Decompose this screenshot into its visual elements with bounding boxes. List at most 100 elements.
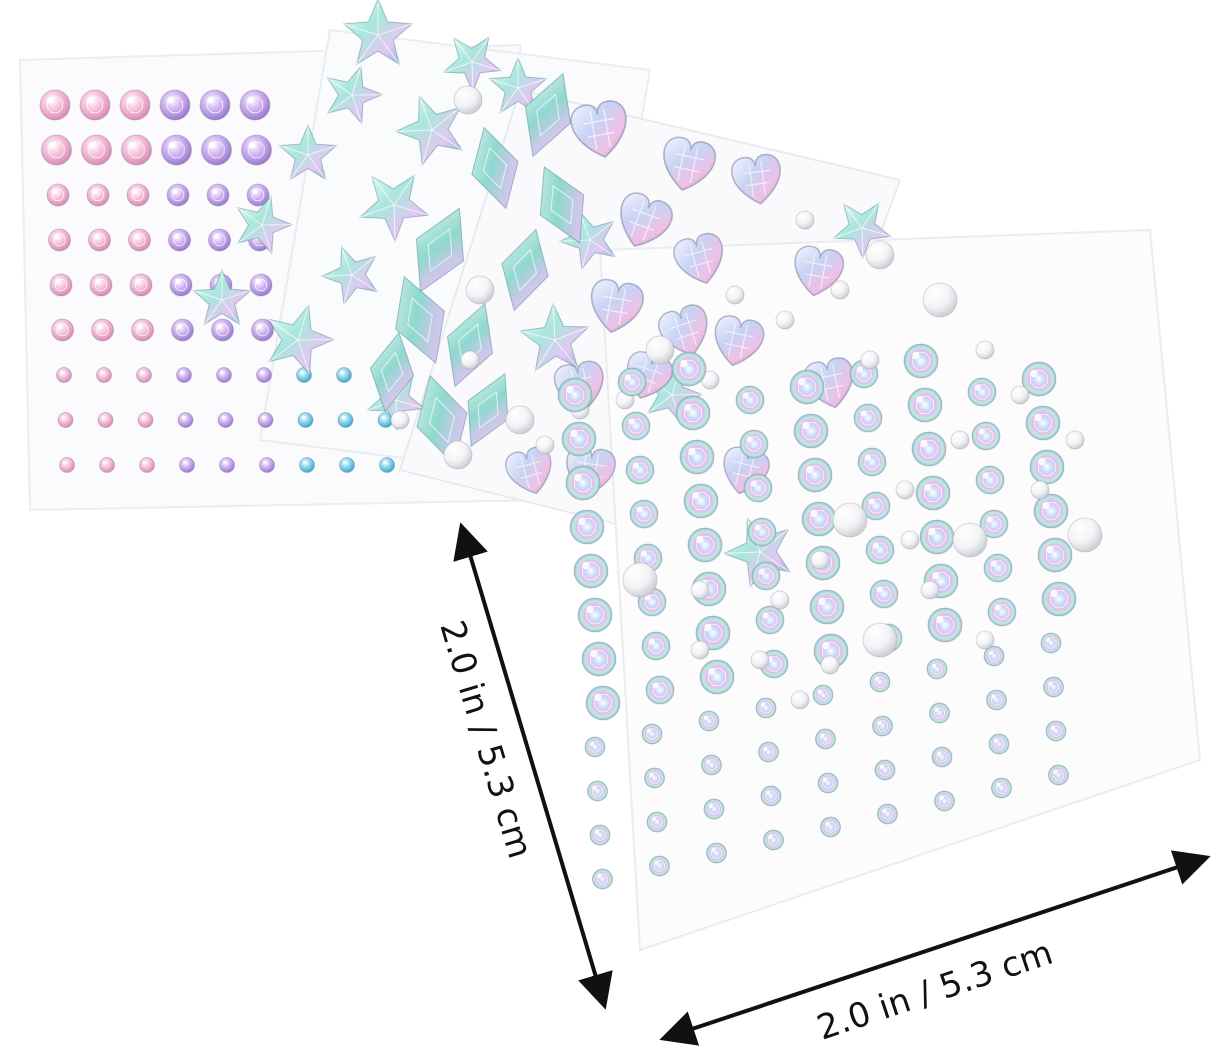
pink-rhinestone bbox=[126, 183, 150, 207]
rhombus-gem bbox=[467, 372, 509, 448]
violet-rhinestone bbox=[161, 134, 192, 166]
ab-rhinestone bbox=[1043, 676, 1064, 698]
pearl bbox=[900, 530, 920, 550]
ab-rhinestone bbox=[629, 499, 659, 529]
pearl bbox=[725, 285, 745, 305]
heart-gem bbox=[731, 153, 781, 205]
ab-rhinestone bbox=[809, 589, 845, 625]
violet-rhinestone bbox=[256, 367, 272, 383]
ab-rhinestone bbox=[983, 645, 1005, 667]
rhombus-gem bbox=[501, 228, 549, 312]
ab-rhinestone bbox=[865, 535, 895, 565]
pearl bbox=[790, 690, 810, 710]
rhombus-gem bbox=[471, 126, 519, 210]
ab-rhinestone bbox=[755, 605, 785, 635]
violet-rhinestone bbox=[219, 457, 235, 473]
star-gem bbox=[442, 36, 503, 94]
ab-rhinestone bbox=[683, 483, 719, 519]
aqua-rhinestone bbox=[297, 412, 314, 428]
violet-rhinestone bbox=[179, 457, 195, 473]
pearl bbox=[622, 562, 658, 598]
ab-rhinestone bbox=[703, 798, 725, 820]
violet-rhinestone bbox=[211, 318, 234, 342]
pearl bbox=[830, 280, 850, 300]
star-gem bbox=[518, 302, 590, 372]
ab-rhinestone bbox=[915, 475, 951, 511]
width-dimension-arrow bbox=[659, 850, 1211, 1046]
heart-gem bbox=[663, 136, 717, 192]
stars-and-diamonds bbox=[192, 0, 893, 588]
violet-rhinestone bbox=[199, 89, 231, 121]
ab-rhinestone bbox=[986, 689, 1007, 711]
star-gem bbox=[320, 245, 379, 306]
violet-rhinestone bbox=[176, 367, 192, 383]
pearl bbox=[975, 340, 995, 360]
pink-rhinestone bbox=[46, 183, 70, 207]
violet-rhinestone bbox=[216, 367, 232, 383]
ab-rhinestone bbox=[584, 736, 606, 758]
pink-rhinestone bbox=[39, 89, 71, 121]
pink-rhinestone bbox=[81, 134, 112, 166]
heart-gem bbox=[570, 100, 627, 159]
heart-gem bbox=[673, 232, 723, 284]
pink-rhinestone bbox=[48, 228, 71, 252]
ab-rhinestone bbox=[872, 715, 893, 737]
ab-rhinestone bbox=[587, 780, 608, 802]
star-gem bbox=[394, 95, 464, 166]
ab-rhinestone bbox=[561, 421, 597, 457]
ab-rhinestone bbox=[789, 369, 825, 405]
ab-rhinestone bbox=[735, 385, 765, 415]
ab-rhinestone bbox=[585, 685, 621, 721]
ab-rhinestone bbox=[853, 403, 883, 433]
ab-rhinestone bbox=[675, 395, 711, 431]
heart-gem bbox=[714, 315, 765, 367]
star-gem bbox=[326, 65, 384, 125]
star-gem bbox=[267, 304, 336, 376]
ab-rhinestone bbox=[617, 367, 647, 397]
pearl bbox=[865, 240, 895, 270]
ab-rhinestone bbox=[1045, 720, 1067, 742]
ab-rhinestone bbox=[817, 772, 839, 794]
rhombus-gem bbox=[369, 331, 415, 413]
star-gem bbox=[358, 174, 430, 243]
heart-gem bbox=[794, 245, 845, 297]
pink-rhinestone bbox=[88, 228, 111, 252]
pink-rhinestone bbox=[79, 89, 111, 121]
violet-rhinestone bbox=[257, 412, 274, 428]
pearl bbox=[505, 405, 535, 435]
ab-rhinestone bbox=[979, 509, 1009, 539]
ab-rhinestone bbox=[646, 811, 668, 833]
ab-rhinestone bbox=[820, 816, 841, 838]
aqua-rhinestone bbox=[336, 367, 352, 383]
pearl bbox=[645, 335, 675, 365]
pearl bbox=[750, 650, 770, 670]
ab-rhinestones-and-pearls bbox=[557, 282, 1103, 890]
aqua-rhinestone bbox=[339, 457, 355, 473]
pink-rhinestone bbox=[59, 457, 75, 473]
ab-rhinestone bbox=[1048, 764, 1069, 786]
aqua-rhinestone bbox=[337, 412, 354, 428]
violet-rhinestone bbox=[241, 134, 272, 166]
pink-rhinestone bbox=[121, 134, 152, 166]
ab-rhinestone bbox=[698, 710, 720, 732]
ab-rhinestone bbox=[975, 465, 1005, 495]
ab-rhinestone bbox=[755, 697, 777, 719]
violet-rhinestone bbox=[217, 412, 234, 428]
pink-rhinestone bbox=[89, 273, 113, 297]
violet-rhinestone bbox=[208, 228, 231, 252]
pink-rhinestone bbox=[131, 318, 154, 342]
pearl bbox=[770, 590, 790, 610]
pearl bbox=[920, 580, 940, 600]
ab-rhinestone bbox=[869, 579, 899, 609]
ab-rhinestone bbox=[967, 377, 997, 407]
pearl bbox=[1030, 480, 1050, 500]
ab-rhinestone bbox=[679, 439, 715, 475]
ab-rhinestone bbox=[701, 754, 722, 776]
violet-rhinestone bbox=[259, 457, 275, 473]
pearl bbox=[443, 440, 473, 470]
ab-rhinestone bbox=[927, 607, 963, 643]
pearl bbox=[895, 480, 915, 500]
pink-rhinestone bbox=[137, 412, 154, 428]
ab-rhinestone bbox=[801, 501, 837, 537]
